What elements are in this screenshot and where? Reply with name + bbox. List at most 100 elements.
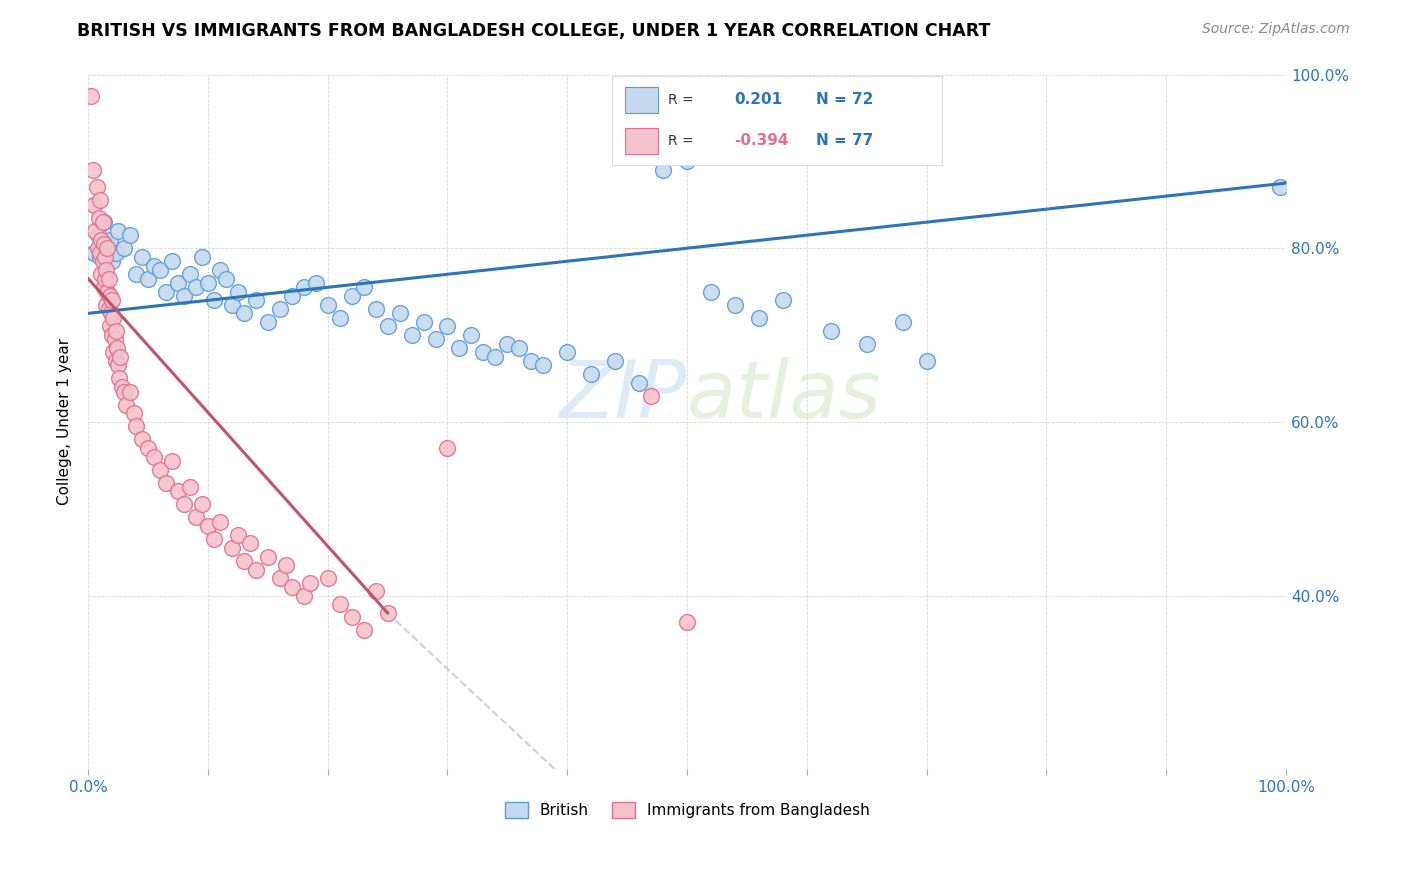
Point (93, 215, 115, 229)
Point (425, 333, 447, 347)
Point (640, 389, 662, 403)
Point (472, 345, 495, 359)
Point (581, 367, 603, 381)
Point (83, 245, 105, 260)
Point (94, 271, 117, 285)
Point (377, 319, 399, 334)
Point (628, 376, 651, 390)
Point (191, 250, 214, 264)
Point (103, 310, 125, 325)
Text: 0.201: 0.201 (734, 93, 782, 107)
Point (97, 271, 120, 285)
Point (136, 271, 159, 285)
Point (160, 254, 183, 268)
Point (96, 285, 118, 299)
Point (460, 328, 482, 343)
Point (107, 224, 129, 238)
Point (652, 163, 675, 178)
Point (93, 236, 115, 251)
Point (820, 324, 842, 338)
Text: Source: ZipAtlas.com: Source: ZipAtlas.com (1202, 22, 1350, 37)
Point (112, 384, 135, 399)
Point (149, 463, 172, 477)
Point (676, 154, 699, 169)
Point (94, 263, 117, 277)
Point (605, 354, 627, 368)
Point (131, 250, 153, 264)
Point (110, 350, 132, 364)
Point (496, 336, 519, 351)
Point (640, 141, 662, 155)
Point (232, 306, 254, 320)
Text: R =: R = (668, 93, 697, 107)
Point (292, 589, 315, 603)
Point (353, 280, 375, 294)
Point (891, 315, 914, 329)
Text: N = 72: N = 72 (817, 93, 875, 107)
Point (202, 532, 225, 546)
Bar (624, 87, 658, 113)
Point (125, 267, 148, 281)
Point (256, 315, 278, 329)
Point (143, 259, 166, 273)
Point (748, 310, 770, 325)
Point (449, 341, 471, 355)
Point (149, 263, 172, 277)
Point (98, 233, 121, 247)
Point (274, 558, 297, 573)
Point (520, 354, 543, 368)
Point (855, 336, 877, 351)
Point (173, 289, 195, 303)
Point (316, 298, 339, 312)
Point (353, 624, 375, 638)
Text: BRITISH VS IMMIGRANTS FROM BANGLADESH COLLEGE, UNDER 1 YEAR CORRELATION CHART: BRITISH VS IMMIGRANTS FROM BANGLADESH CO… (77, 22, 991, 40)
Point (86, 180, 108, 194)
Point (89, 245, 111, 260)
Point (298, 575, 321, 590)
Point (173, 497, 195, 511)
Point (122, 406, 145, 420)
Point (256, 549, 278, 564)
Point (89, 250, 111, 264)
Point (91, 254, 114, 268)
Point (208, 515, 231, 529)
Point (79, 89, 101, 103)
Point (115, 398, 138, 412)
Point (555, 345, 578, 359)
Point (221, 541, 243, 555)
Point (107, 359, 129, 373)
Point (484, 350, 506, 364)
Point (155, 285, 177, 299)
Point (184, 280, 207, 294)
Text: atlas: atlas (688, 357, 882, 435)
Point (700, 285, 723, 299)
Point (184, 510, 207, 524)
Point (101, 328, 124, 343)
Point (83, 198, 105, 212)
Point (120, 384, 142, 399)
Point (226, 528, 249, 542)
Legend: British, Immigrants from Bangladesh: British, Immigrants from Bangladesh (499, 796, 876, 824)
Point (98, 319, 121, 334)
Point (281, 580, 304, 594)
Point (191, 497, 214, 511)
Point (724, 298, 747, 312)
Point (245, 563, 267, 577)
Point (98, 289, 121, 303)
Point (111, 380, 134, 394)
Point (103, 333, 125, 347)
Point (316, 571, 339, 585)
Point (197, 519, 219, 533)
Point (364, 301, 387, 316)
Point (915, 354, 938, 368)
Point (179, 480, 201, 494)
Point (131, 432, 153, 446)
Point (340, 289, 363, 303)
Point (104, 245, 127, 260)
Text: N = 77: N = 77 (817, 134, 873, 148)
Point (101, 293, 124, 308)
Point (329, 597, 352, 611)
Point (329, 310, 352, 325)
Point (245, 293, 267, 308)
Point (91, 215, 114, 229)
